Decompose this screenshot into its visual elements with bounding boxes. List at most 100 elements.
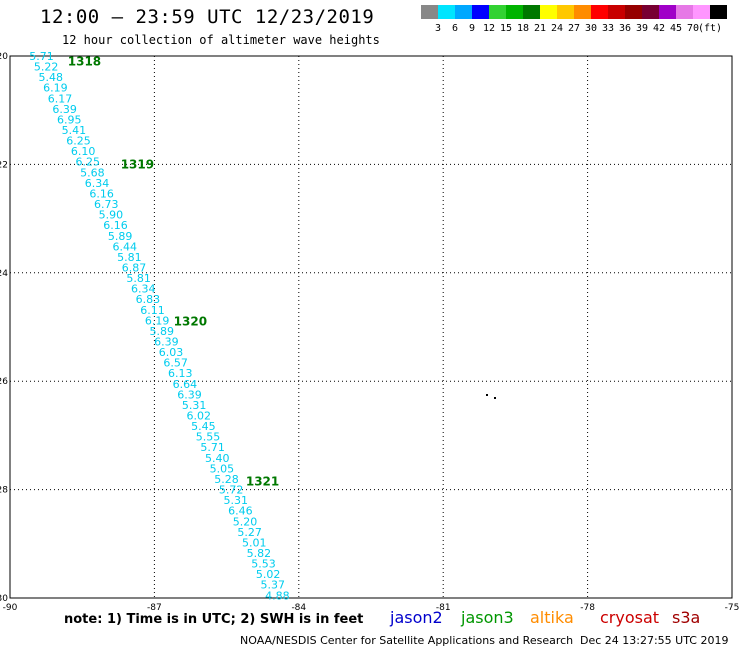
wave-height-value: 5.71 bbox=[200, 441, 225, 454]
colorbar-swatch bbox=[608, 5, 625, 19]
x-tick-label: -78 bbox=[580, 603, 595, 613]
wave-height-value: 6.39 bbox=[154, 336, 179, 349]
y-tick-label: -20 bbox=[0, 52, 8, 62]
wave-height-value: 6.13 bbox=[168, 367, 193, 380]
colorbar-swatch bbox=[659, 5, 676, 19]
wave-height-value: 5.81 bbox=[126, 272, 151, 285]
wave-height-value: 6.44 bbox=[112, 240, 137, 253]
wave-height-value: 6.87 bbox=[122, 261, 147, 274]
wave-height-value: 6.25 bbox=[66, 135, 91, 148]
colorbar-label: 70 bbox=[686, 23, 700, 34]
wave-height-value: 6.34 bbox=[131, 283, 156, 296]
units-note: note: 1) Time is in UTC; 2) SWH is in fe… bbox=[64, 612, 364, 627]
wave-height-value: 5.72 bbox=[219, 484, 244, 497]
colorbar-label: (ft) bbox=[697, 23, 723, 34]
x-tick-label: -87 bbox=[147, 603, 162, 613]
colorbar-swatch bbox=[557, 5, 574, 19]
wave-height-value: 6.17 bbox=[48, 92, 73, 105]
wave-height-value: 5.81 bbox=[117, 251, 142, 264]
wave-height-value: 5.40 bbox=[205, 452, 230, 465]
page-title: 12:00 — 23:59 UTC 12/23/2019 bbox=[40, 6, 375, 28]
colorbar-label: 27 bbox=[567, 23, 581, 34]
pass-number-label: 1318 bbox=[68, 54, 101, 68]
colorbar-label: 45 bbox=[669, 23, 683, 34]
wave-height-value: 6.95 bbox=[57, 113, 82, 126]
wave-height-value: 4.88 bbox=[265, 589, 290, 602]
colorbar-swatch bbox=[710, 5, 727, 19]
wave-height-value: 6.73 bbox=[94, 198, 119, 211]
island-mark bbox=[486, 394, 488, 396]
colorbar-swatch bbox=[591, 5, 608, 19]
wave-height-value: 6.64 bbox=[173, 378, 198, 391]
wave-height-value: 5.89 bbox=[149, 325, 174, 338]
wave-height-value: 6.10 bbox=[71, 145, 96, 158]
wave-height-value: 5.22 bbox=[34, 61, 59, 74]
wave-height-value: 6.46 bbox=[228, 505, 253, 518]
y-tick-label: -24 bbox=[0, 269, 8, 279]
wave-height-value: 5.89 bbox=[108, 230, 133, 243]
pass-number-label: 1320 bbox=[174, 315, 207, 329]
x-tick-label: -90 bbox=[3, 603, 18, 613]
colorbar-label: 15 bbox=[499, 23, 513, 34]
credit-text: NOAA/NESDIS Center for Satellite Applica… bbox=[240, 634, 574, 647]
x-tick-label: -75 bbox=[725, 603, 740, 613]
x-tick-label: -84 bbox=[291, 603, 306, 613]
colorbar-label: 21 bbox=[533, 23, 547, 34]
y-tick-label: -26 bbox=[0, 377, 8, 387]
wave-height-value: 6.57 bbox=[163, 357, 188, 370]
wave-height-value: 5.53 bbox=[251, 558, 276, 571]
generated-timestamp: Dec 24 13:27:55 UTC 2019 bbox=[580, 634, 729, 647]
wave-height-value: 5.90 bbox=[99, 209, 124, 222]
colorbar-swatch bbox=[693, 5, 710, 19]
mission-altika: altika bbox=[530, 608, 574, 627]
colorbar-label: 36 bbox=[618, 23, 632, 34]
wave-height-value: 5.37 bbox=[260, 579, 285, 592]
colorbar-label: 18 bbox=[516, 23, 530, 34]
colorbar-swatch bbox=[455, 5, 472, 19]
wave-height-value: 6.83 bbox=[136, 293, 161, 306]
wave-height-value: 5.71 bbox=[29, 50, 54, 63]
wave-height-value: 5.55 bbox=[196, 431, 221, 444]
colorbar-label: 12 bbox=[482, 23, 496, 34]
colorbar-swatch bbox=[540, 5, 557, 19]
wave-height-value: 5.31 bbox=[223, 494, 248, 507]
wave-height-value: 6.34 bbox=[85, 177, 110, 190]
wave-height-value: 5.82 bbox=[247, 547, 272, 560]
y-tick-label: -30 bbox=[0, 594, 8, 604]
wave-height-value: 5.68 bbox=[80, 166, 105, 179]
colorbar-swatch bbox=[676, 5, 693, 19]
wave-height-value: 5.48 bbox=[39, 71, 64, 84]
wave-height-value: 5.41 bbox=[62, 124, 87, 137]
wave-height-value: 5.01 bbox=[242, 536, 267, 549]
y-tick-label: -28 bbox=[0, 486, 8, 496]
wave-height-value: 6.16 bbox=[103, 219, 128, 232]
colorbar-swatch bbox=[489, 5, 506, 19]
colorbar-swatch bbox=[523, 5, 540, 19]
colorbar-label: 24 bbox=[550, 23, 564, 34]
mission-jason3: jason3 bbox=[461, 608, 514, 627]
colorbar-label: 6 bbox=[451, 23, 459, 34]
colorbar-label: 3 bbox=[434, 23, 442, 34]
plot-frame bbox=[9, 55, 733, 599]
wave-height-value: 6.25 bbox=[75, 156, 100, 169]
colorbar-label: 9 bbox=[468, 23, 476, 34]
wave-height-value: 5.05 bbox=[210, 462, 235, 475]
colorbar-swatch bbox=[574, 5, 591, 19]
colorbar-label: 33 bbox=[601, 23, 615, 34]
mission-jason2: jason2 bbox=[390, 608, 443, 627]
y-tick-label: -22 bbox=[0, 160, 8, 170]
wave-height-value: 5.28 bbox=[214, 473, 239, 486]
colorbar-label: 30 bbox=[584, 23, 598, 34]
wave-height-value: 6.11 bbox=[140, 304, 165, 317]
wave-height-value: 6.16 bbox=[89, 187, 114, 200]
x-tick-label: -81 bbox=[436, 603, 451, 613]
colorbar-swatch bbox=[642, 5, 659, 19]
pass-number-label: 1319 bbox=[121, 157, 154, 171]
wave-height-value: 5.02 bbox=[256, 568, 281, 581]
wave-height-value: 5.31 bbox=[182, 399, 207, 412]
colorbar-label: 42 bbox=[652, 23, 666, 34]
colorbar-swatch bbox=[472, 5, 489, 19]
wave-height-value: 6.19 bbox=[145, 314, 170, 327]
wave-height-value: 5.27 bbox=[237, 526, 262, 539]
wave-height-value: 6.39 bbox=[177, 388, 202, 401]
